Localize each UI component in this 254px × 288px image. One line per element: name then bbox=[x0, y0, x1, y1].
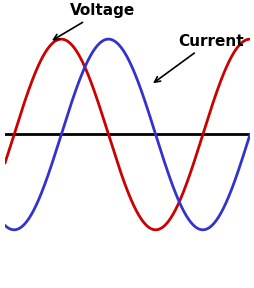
Text: Current: Current bbox=[154, 34, 243, 82]
Text: Voltage: Voltage bbox=[53, 3, 134, 40]
